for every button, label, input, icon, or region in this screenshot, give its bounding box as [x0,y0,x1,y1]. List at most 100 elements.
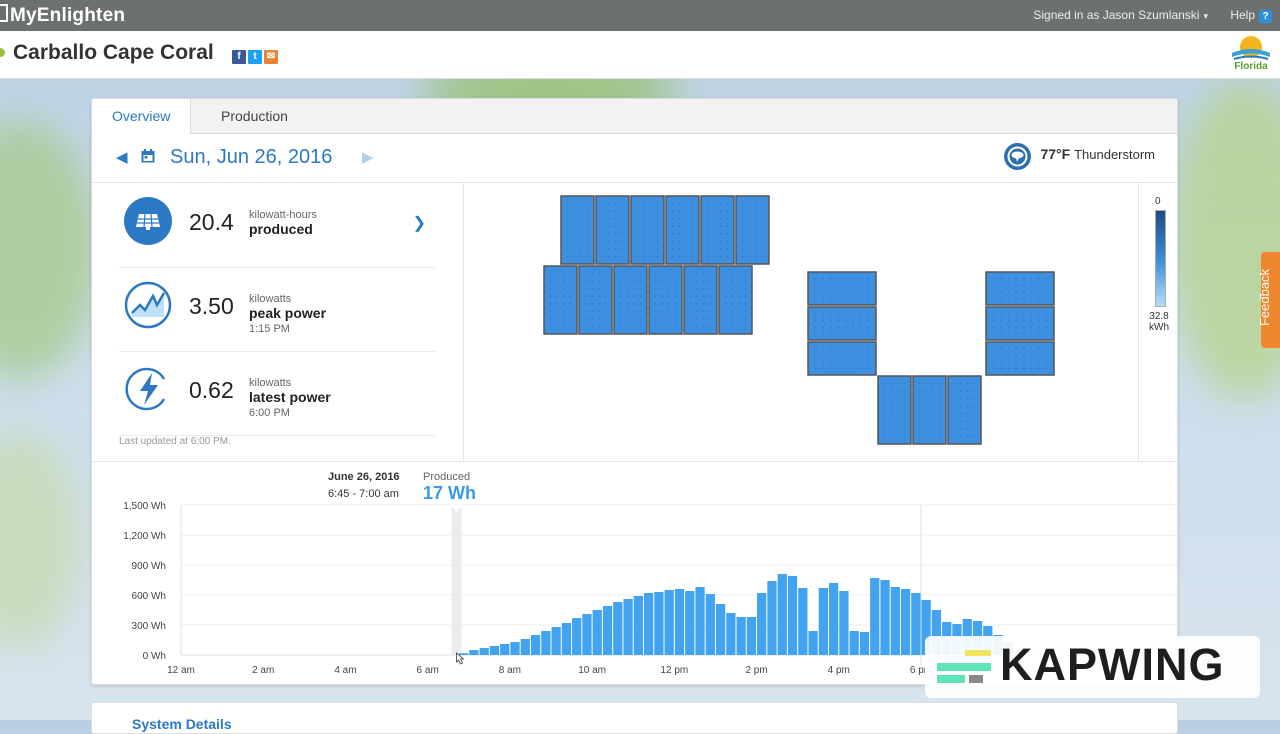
production-bar [633,596,643,655]
tooltip-pointer [450,505,463,512]
production-bar [572,618,582,655]
stat-time: 1:15 PM [249,323,290,335]
selected-date[interactable]: Sun, Jun 26, 2016 [170,146,333,168]
production-bar [931,610,942,655]
lightning-icon [125,367,166,411]
stat-value: 3.50 [189,293,234,319]
production-bar [644,593,654,655]
brand-text: MyEnlighten [10,5,126,26]
y-tick-label: 600 Wh [132,591,166,602]
production-bar [561,623,572,655]
last-updated-text: Last updated at 6:00 PM. [119,436,231,447]
brand-logo-icon [0,4,8,22]
solar-panel [683,265,718,335]
production-bar [798,588,808,655]
background-foliage [0,430,80,650]
production-bar [582,614,592,655]
stat-latest-power: 0.62 kilowatts latest power 6:00 PM [119,351,436,436]
production-bar [623,599,633,655]
y-tick-label: 1,500 Wh [123,501,166,512]
x-tick-label: 4 pm [828,665,850,676]
y-tick-label: 0 Wh [143,651,166,662]
tab-bar: Overview Production [92,99,1177,134]
weather-temp: 77°F [1040,146,1071,162]
weather-condition: Thunderstorm [1074,147,1155,162]
production-bar [592,610,602,655]
watermark-text: KAPWING [1000,639,1225,690]
production-bar [654,592,664,655]
site-name: Carballo Cape Coral [13,41,214,64]
production-bar [767,581,777,655]
solar-panel [735,195,770,265]
peak-chart-icon [124,281,172,329]
production-bar [808,631,818,655]
x-tick-label: 10 am [578,665,606,676]
production-bar [674,589,685,655]
x-tick-label: 6 am [417,665,439,676]
signed-in-text: Signed in as Jason Szumlanski [1033,8,1200,22]
legend-max-value: 32.8 [1149,311,1169,322]
stat-value: 0.62 [189,377,234,403]
solar-panel [578,265,613,335]
production-bar [757,593,767,655]
x-tick-label: 12 pm [660,665,688,676]
stat-peak-power: 3.50 kilowatts peak power 1:15 PM [119,267,436,352]
solar-panel [613,265,648,335]
tab-production[interactable]: Production [221,108,288,124]
production-bar [489,646,500,655]
production-bar [777,574,787,655]
site-header: Carballo Cape Coral f t ✉ Florida [0,31,1280,79]
y-tick-label: 900 Wh [132,561,166,572]
help-link[interactable]: Help? [1230,8,1272,23]
production-bar [715,604,726,655]
stats-panel: 20.4 kilowatt-hours produced ❯ 3.50 kilo… [92,183,464,461]
thunderstorm-icon [1004,143,1031,170]
share-icon[interactable]: ✉ [264,50,278,64]
production-bar [520,639,530,655]
tooltip-label: Produced [423,471,471,483]
facebook-icon[interactable]: f [232,50,246,64]
panel-array-map [464,183,1137,461]
production-bar [695,587,705,655]
hover-marker [451,505,462,655]
calendar-icon[interactable] [141,149,155,163]
previous-day-button[interactable]: ◀ [116,149,128,166]
stat-unit: kilowatts [249,377,292,389]
stat-produced[interactable]: 20.4 kilowatt-hours produced ❯ [119,183,436,268]
solar-panel-icon [124,197,172,245]
production-bar [705,594,715,655]
x-tick-label: 2 am [252,665,274,676]
production-bar [469,650,479,655]
production-bar [746,617,757,655]
date-navigator: ◀ Sun, Jun 26, 2016 ▶ 77°F Thunderstorm [92,134,1177,183]
production-bar [500,644,510,655]
solar-panel [718,265,753,335]
legend-min: 0 [1155,196,1161,207]
production-bar [849,631,859,655]
status-dot [0,48,5,57]
user-menu[interactable]: Signed in as Jason Szumlanski ▾ [1033,8,1208,22]
solar-panel [630,195,665,265]
installer-logo: Florida [1228,33,1274,76]
solar-panel [985,306,1055,341]
app-brand[interactable]: MyEnlighten [0,4,125,27]
production-bar [818,588,828,655]
production-bar [613,602,623,655]
overview-card: Overview Production ◀ Sun, Jun 26, 2016 … [91,98,1178,685]
x-tick-label: 8 am [499,665,521,676]
legend-max: 32.8 kWh [1148,311,1170,333]
production-bar [736,617,746,655]
top-bar: MyEnlighten Signed in as Jason Szumlansk… [0,0,1280,31]
tooltip-date: June 26, 2016 [328,471,400,483]
production-bar [541,631,551,655]
twitter-icon[interactable]: t [248,50,262,64]
next-day-button[interactable]: ▶ [362,149,374,166]
tab-overview[interactable]: Overview [92,99,192,134]
system-details-card: System Details [91,702,1178,734]
solar-panel [947,375,982,445]
stat-unit: kilowatts [249,293,292,305]
panel-array [543,195,1055,445]
chevron-right-icon[interactable]: ❯ [412,215,426,232]
production-bar [900,589,911,655]
feedback-tab[interactable]: Feedback [1257,252,1280,348]
